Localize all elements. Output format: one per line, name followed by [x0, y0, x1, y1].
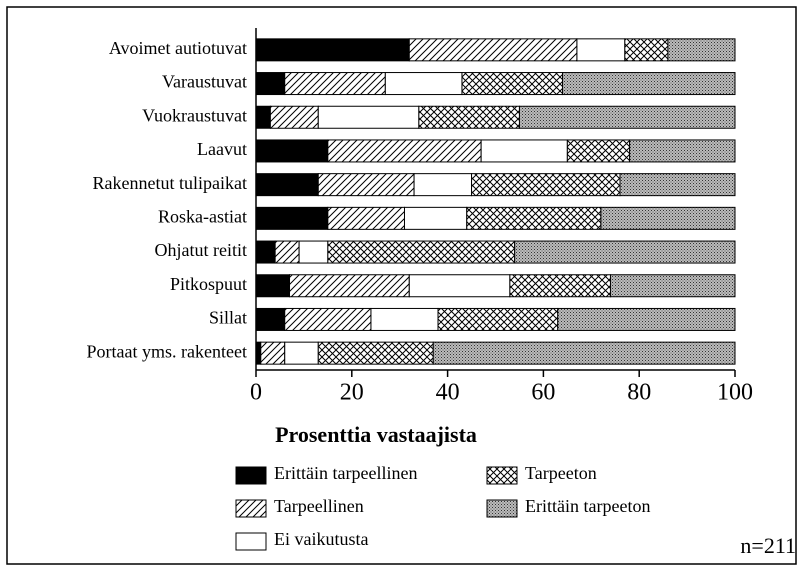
bar-segment — [619, 173, 736, 197]
bar-segment — [255, 38, 410, 62]
x-tick-label: 80 — [627, 380, 651, 406]
bar-segment — [269, 105, 319, 129]
bar-segment — [557, 307, 736, 331]
bar-segment — [317, 341, 434, 365]
x-tick-label: 100 — [717, 380, 753, 406]
bar-segment — [667, 38, 736, 62]
bar-segment — [518, 105, 736, 129]
bar-segment — [284, 307, 372, 331]
bar-segment — [403, 206, 468, 230]
bar-segment — [576, 38, 626, 62]
legend-label: Tarpeeton — [525, 463, 597, 483]
frame — [6, 6, 797, 565]
bar-segment — [509, 274, 611, 298]
bar-segment — [274, 240, 300, 264]
x-tick-label: 20 — [340, 380, 364, 406]
bar-segment — [629, 139, 736, 163]
legend-label: Tarpeellinen — [274, 496, 364, 516]
y-tick-label: Portaat yms. rakenteet — [87, 341, 247, 361]
bar-segment — [327, 139, 482, 163]
bar-segment — [609, 274, 736, 298]
bar-segment — [624, 38, 669, 62]
legend-swatch — [235, 466, 267, 485]
bar-segment — [566, 139, 631, 163]
legend-swatch — [486, 466, 518, 485]
legend-swatch — [235, 532, 267, 551]
y-tick-label: Laavut — [197, 139, 247, 159]
legend-label: Erittäin tarpeeton — [525, 496, 650, 516]
bar-segment — [461, 72, 564, 96]
bar-segment — [514, 240, 736, 264]
y-tick-label: Varaustuvat — [162, 72, 247, 92]
bar-segment — [298, 240, 329, 264]
bar-segment — [466, 206, 602, 230]
bar-segment — [255, 72, 286, 96]
legend-swatch — [235, 499, 267, 518]
bar-segment — [289, 274, 410, 298]
bar-segment — [317, 105, 420, 129]
bar-segment — [317, 173, 415, 197]
y-tick-label: Vuokraustuvat — [142, 105, 247, 125]
x-tick-label: 40 — [436, 380, 460, 406]
y-tick-label: Rakennetut tulipaikat — [93, 173, 247, 193]
bar-segment — [284, 72, 386, 96]
y-tick-label: Avoimet autiotuvat — [109, 38, 247, 58]
bar-segment — [471, 173, 621, 197]
bar-segment — [255, 307, 286, 331]
bar-segment — [418, 105, 520, 129]
legend-swatch — [486, 499, 518, 518]
bar-segment — [255, 105, 271, 129]
bar-segment — [437, 307, 559, 331]
annotation: n=211 — [740, 533, 796, 558]
y-tick-label: Sillat — [209, 308, 247, 328]
legend-label: Erittäin tarpeellinen — [274, 463, 417, 483]
x-tick-label: 60 — [531, 380, 555, 406]
legend-label: Ei vaikutusta — [274, 529, 368, 549]
bar-segment — [327, 206, 405, 230]
bar-segment — [255, 206, 329, 230]
bar-segment — [413, 173, 473, 197]
bar-segment — [480, 139, 568, 163]
bar-segment — [255, 274, 291, 298]
bar-segment — [408, 274, 511, 298]
bar-segment — [408, 38, 578, 62]
bar-segment — [384, 72, 463, 96]
bar-segment — [432, 341, 736, 365]
x-axis-title: Prosenttia vastaajista — [275, 422, 477, 447]
y-tick-label: Roska-astiat — [158, 206, 247, 226]
bar-segment — [327, 240, 516, 264]
bar-segment — [562, 72, 736, 96]
bar-segment — [284, 341, 319, 365]
bar-segment — [370, 307, 439, 331]
bar-segment — [255, 173, 319, 197]
bar-segment — [260, 341, 286, 365]
bar-segment — [255, 139, 329, 163]
y-tick-label: Ohjatut reitit — [155, 240, 247, 260]
y-tick-label: Pitkospuut — [170, 274, 247, 294]
bar-segment — [600, 206, 736, 230]
x-tick-label: 0 — [250, 380, 262, 406]
bar-segment — [255, 240, 276, 264]
